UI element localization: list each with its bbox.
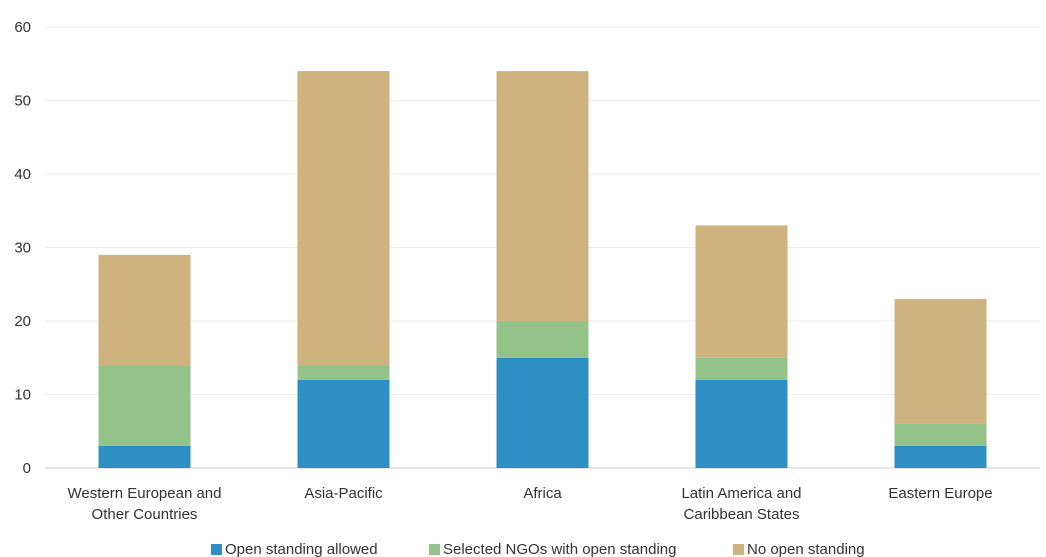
y-tick-label: 30 bbox=[14, 240, 31, 257]
legend-label: Open standing allowed bbox=[225, 541, 378, 557]
legend-swatch bbox=[733, 544, 744, 555]
bar-segment-0-4 bbox=[894, 445, 987, 468]
bar-segment-0-2 bbox=[496, 357, 589, 468]
x-tick-label: Other Countries bbox=[92, 506, 198, 523]
legend: Open standing allowed Selected NGOs with … bbox=[211, 541, 865, 557]
x-axis: Western European and Other Countries Asia-… bbox=[68, 485, 993, 523]
bar-segment-1-0 bbox=[98, 365, 191, 446]
y-tick-label: 60 bbox=[14, 19, 31, 36]
x-tick-label: Eastern Europe bbox=[888, 485, 992, 502]
bar-segment-2-4 bbox=[894, 298, 987, 424]
bar-segment-1-4 bbox=[894, 423, 987, 446]
bar-segment-2-1 bbox=[297, 71, 390, 366]
x-tick-label: Latin America and bbox=[681, 485, 801, 502]
bar-segment-2-2 bbox=[496, 71, 589, 321]
x-tick-label: Western European and bbox=[68, 485, 222, 502]
bar-segment-0-0 bbox=[98, 445, 191, 468]
bar-segment-1-3 bbox=[695, 357, 788, 380]
bar-segment-0-3 bbox=[695, 379, 788, 468]
y-axis: 0 10 20 30 40 50 60 bbox=[14, 19, 31, 477]
bar-segment-2-0 bbox=[98, 254, 191, 366]
bar-segment-2-3 bbox=[695, 225, 788, 358]
y-tick-label: 0 bbox=[23, 460, 31, 477]
y-tick-label: 20 bbox=[14, 313, 31, 330]
legend-swatch bbox=[429, 544, 440, 555]
y-tick-label: 40 bbox=[14, 166, 31, 183]
y-tick-label: 50 bbox=[14, 93, 31, 110]
bar-segment-0-1 bbox=[297, 379, 390, 468]
y-tick-label: 10 bbox=[14, 387, 31, 404]
x-tick-label: Africa bbox=[523, 485, 562, 502]
x-tick-label: Asia-Pacific bbox=[304, 485, 383, 502]
bar-segment-1-1 bbox=[297, 365, 390, 380]
legend-swatch bbox=[211, 544, 222, 555]
bars bbox=[98, 71, 987, 468]
legend-label: No open standing bbox=[747, 541, 865, 557]
bar-segment-1-2 bbox=[496, 321, 589, 358]
x-tick-label: Caribbean States bbox=[684, 506, 800, 523]
legend-label: Selected NGOs with open standing bbox=[443, 541, 676, 557]
